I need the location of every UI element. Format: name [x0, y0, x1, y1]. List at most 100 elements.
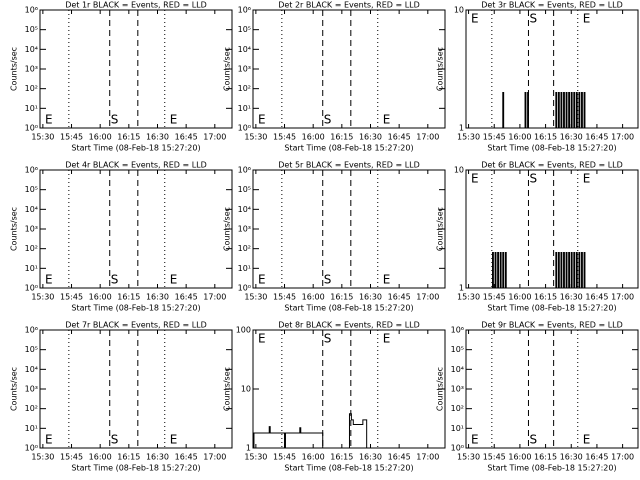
x-tick-label: 16:15: [330, 293, 353, 302]
x-tick-label: 15:30: [244, 293, 267, 302]
x-tick-label: 16:15: [117, 293, 140, 302]
y-tick-label: 10¹: [25, 264, 38, 273]
annotation: S: [111, 273, 119, 287]
x-axis-label: Start Time (08-Feb-18 15:27:20): [284, 144, 413, 153]
panel-title: Det 6r BLACK = Events, RED = LLD: [481, 161, 623, 170]
y-tick-label: 10⁴: [25, 365, 38, 374]
x-tick-label: 16:00: [508, 453, 531, 462]
panel-title: Det 7r BLACK = Events, RED = LLD: [65, 321, 207, 330]
x-tick-label: 16:00: [302, 133, 325, 142]
y-tick-label: 100: [236, 326, 251, 335]
y-tick-label: 10⁵: [25, 185, 38, 194]
x-axis-label: Start Time (08-Feb-18 15:27:20): [71, 464, 200, 473]
annotation: E: [471, 172, 479, 186]
annotation: S: [324, 273, 332, 287]
x-tick-label: 17:00: [611, 293, 634, 302]
x-tick-label: 17:00: [416, 293, 439, 302]
x-axis-label: Start Time (08-Feb-18 15:27:20): [71, 304, 200, 313]
x-tick-label: 16:30: [560, 453, 583, 462]
y-tick-label: 10⁵: [25, 345, 38, 354]
series-line: [466, 91, 638, 129]
y-tick-label: 1: [459, 124, 464, 133]
y-axis-label: Counts/sec: [223, 47, 232, 91]
y-axis-label: Counts/sec: [436, 207, 445, 251]
y-tick-label: 10²: [451, 404, 464, 413]
x-tick-label: 17:00: [203, 293, 226, 302]
x-tick-label: 16:45: [585, 293, 608, 302]
y-tick-label: 10²: [238, 84, 251, 93]
annotation: S: [529, 172, 537, 186]
y-tick-label: 10²: [25, 404, 38, 413]
y-tick-label: 10⁵: [238, 25, 251, 34]
y-tick-label: 10: [454, 6, 464, 15]
x-tick-label: 15:30: [457, 133, 480, 142]
series-line: [253, 413, 445, 449]
x-tick-label: 16:45: [388, 133, 411, 142]
x-tick-label: 16:00: [508, 293, 531, 302]
panel-title: Det 4r BLACK = Events, RED = LLD: [65, 161, 207, 170]
x-tick-label: 16:00: [302, 293, 325, 302]
y-tick-label: 10⁰: [451, 444, 464, 453]
y-tick-label: 10³: [25, 385, 38, 394]
x-axis-label: Start Time (08-Feb-18 15:27:20): [487, 304, 616, 313]
x-tick-label: 15:45: [60, 133, 83, 142]
x-tick-label: 15:30: [31, 453, 54, 462]
y-tick-label: 10¹: [451, 424, 464, 433]
x-tick-label: 15:45: [273, 453, 296, 462]
y-tick-label: 10⁰: [238, 284, 251, 293]
x-tick-label: 16:00: [89, 453, 112, 462]
y-tick-label: 10³: [238, 65, 251, 74]
x-tick-label: 17:00: [416, 133, 439, 142]
x-tick-label: 16:30: [359, 133, 382, 142]
annotation: E: [583, 433, 591, 447]
x-tick-label: 17:00: [416, 453, 439, 462]
annotation: E: [170, 433, 178, 447]
annotation: E: [383, 113, 391, 127]
x-axis-label: Start Time (08-Feb-18 15:27:20): [487, 464, 616, 473]
y-axis-label: Counts/sec: [436, 367, 445, 411]
annotation: S: [111, 433, 119, 447]
y-tick-label: 10⁶: [25, 6, 38, 15]
y-tick-label: 10⁴: [25, 205, 38, 214]
y-tick-label: 10³: [451, 385, 464, 394]
panel-title: Det 8r BLACK = Events, RED = LLD: [278, 321, 420, 330]
x-tick-label: 16:15: [330, 453, 353, 462]
y-axis-label: Counts/sec: [436, 47, 445, 91]
x-tick-label: 16:00: [302, 453, 325, 462]
y-tick-label: 10: [454, 166, 464, 175]
y-tick-label: 10²: [25, 84, 38, 93]
y-tick-label: 10¹: [25, 424, 38, 433]
y-tick-label: 10³: [25, 225, 38, 234]
x-tick-label: 16:45: [585, 453, 608, 462]
x-tick-label: 15:30: [457, 453, 480, 462]
x-tick-label: 15:45: [273, 293, 296, 302]
y-tick-label: 10⁰: [25, 444, 38, 453]
x-tick-label: 16:15: [117, 133, 140, 142]
y-tick-label: 10²: [25, 244, 38, 253]
y-axis-label: Counts/sec: [10, 367, 19, 411]
annotation: S: [324, 332, 332, 346]
x-tick-label: 16:00: [89, 293, 112, 302]
x-axis-label: Start Time (08-Feb-18 15:27:20): [487, 144, 616, 153]
annotation: E: [583, 172, 591, 186]
x-tick-label: 16:45: [175, 133, 198, 142]
y-tick-label: 10³: [238, 225, 251, 234]
annotation: E: [258, 113, 266, 127]
y-tick-label: 10⁶: [451, 326, 464, 335]
x-tick-label: 16:15: [534, 133, 557, 142]
y-tick-label: 10⁰: [238, 124, 251, 133]
annotation: E: [258, 332, 266, 346]
annotation: E: [471, 12, 479, 26]
x-tick-label: 15:45: [483, 453, 506, 462]
x-tick-label: 16:45: [388, 453, 411, 462]
y-tick-label: 10⁵: [451, 345, 464, 354]
x-tick-label: 16:00: [89, 133, 112, 142]
y-tick-label: 10²: [238, 244, 251, 253]
y-tick-label: 10⁵: [25, 25, 38, 34]
y-axis-label: Counts/sec: [10, 47, 19, 91]
x-tick-label: 16:15: [117, 453, 140, 462]
y-tick-label: 10⁰: [25, 284, 38, 293]
x-tick-label: 17:00: [611, 133, 634, 142]
x-tick-label: 16:15: [330, 133, 353, 142]
y-tick-label: 10⁴: [238, 205, 251, 214]
